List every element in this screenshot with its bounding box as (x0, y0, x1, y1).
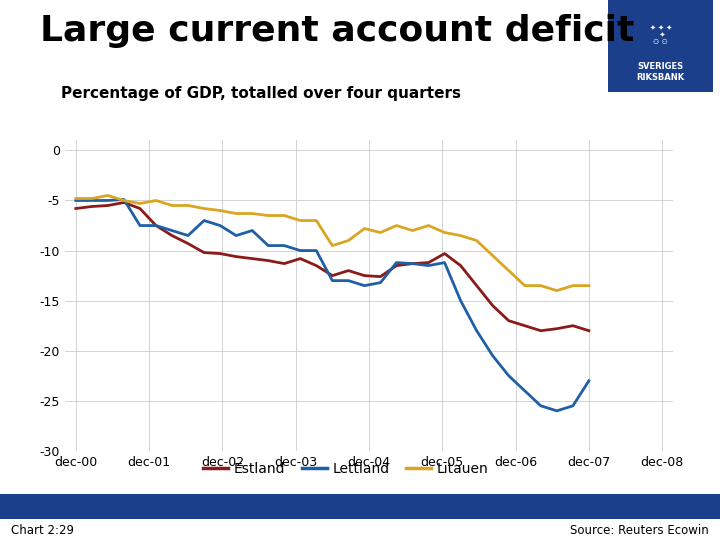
Text: Large current account deficit: Large current account deficit (40, 14, 634, 48)
Text: ✦ ✦ ✦
  ✦
⚇ ⚇: ✦ ✦ ✦ ✦ ⚇ ⚇ (649, 25, 672, 45)
Text: SVERIGES
RIKSBANK: SVERIGES RIKSBANK (636, 62, 685, 82)
Legend: Estland, Lettland, Litauen: Estland, Lettland, Litauen (197, 457, 494, 482)
Text: Chart 2:29: Chart 2:29 (11, 524, 73, 537)
Text: Source: Reuters Ecowin: Source: Reuters Ecowin (570, 524, 709, 537)
Text: Percentage of GDP, totalled over four quarters: Percentage of GDP, totalled over four qu… (61, 86, 462, 102)
